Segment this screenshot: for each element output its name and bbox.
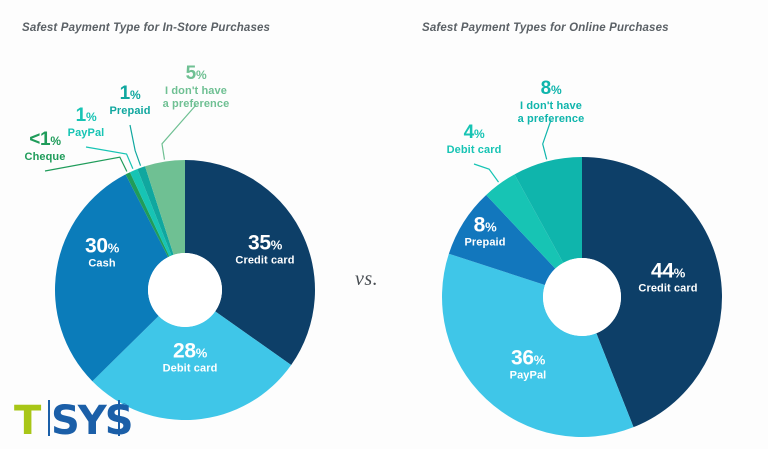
slice-name: Credit card [235, 254, 295, 267]
slice-percent: 8% [540, 78, 562, 99]
slice-name: Prepaid [109, 105, 151, 118]
logo-bracket-left [48, 400, 50, 436]
pie-slice-label: 4% Debit card [447, 122, 502, 157]
slice-percent: 30% [84, 234, 120, 258]
percent-sign: % [195, 345, 208, 361]
slice-name: I don't have a preference [162, 85, 230, 110]
logo-letter-t: T [14, 398, 41, 444]
percent-sign: % [550, 83, 562, 97]
pie-slice-label: 8% I don't have a preference [518, 78, 585, 125]
logo-bracket-right [118, 400, 120, 436]
chart-title-instore: Safest Payment Type for In-Store Purchas… [22, 22, 271, 34]
percent-sign: % [50, 134, 61, 148]
pie-slice[interactable] [137, 166, 174, 256]
slice-name: PayPal [67, 127, 105, 140]
slice-percent: 1% [75, 105, 97, 126]
pie-slice-label: 1% Prepaid [109, 83, 150, 118]
percent-sign: % [270, 237, 283, 253]
slice-name: Prepaid [464, 236, 506, 249]
pie-slice-label: 35% Credit card [235, 231, 295, 268]
percent-sign: % [107, 240, 120, 256]
slice-percent: 5% [185, 63, 207, 84]
label-leader-line [161, 104, 197, 160]
pie-slice[interactable] [145, 160, 185, 255]
pie-slice-label: 5% I don't have a preference [163, 63, 230, 110]
pie-slice[interactable] [129, 169, 172, 257]
percent-sign: % [673, 265, 686, 281]
slice-percent: 36% [510, 346, 546, 370]
percent-sign: % [195, 68, 207, 82]
pie-slice[interactable] [125, 172, 170, 258]
pie-slice-label: 28% Debit card [162, 339, 218, 376]
chart-title-online: Safest Payment Types for Online Purchase… [422, 22, 669, 34]
label-leader-line [473, 163, 500, 183]
label-leader-line [542, 119, 552, 160]
pie-slice-label: 8% Prepaid [464, 213, 506, 250]
pie-slice-label: 44% Credit card [638, 259, 698, 296]
donut-hole [148, 253, 222, 327]
slice-percent: 8% [473, 213, 497, 237]
slice-name: Debit card [446, 144, 502, 157]
percent-sign: % [485, 219, 497, 235]
percent-sign: % [473, 127, 485, 141]
pie-slice[interactable] [514, 157, 582, 263]
percent-sign: % [533, 352, 546, 368]
slice-name: I don't have a preference [517, 100, 585, 125]
slice-percent: <1% [29, 129, 61, 150]
pie-slice-label: <1% Cheque [25, 129, 66, 164]
slice-percent: 28% [172, 339, 208, 363]
pie-slice-label: 1% PayPal [68, 105, 105, 140]
vs-separator: vs. [355, 268, 379, 290]
slice-name: Credit card [638, 282, 698, 295]
pie-slice[interactable] [442, 253, 634, 437]
slice-percent: 35% [247, 231, 283, 255]
slice-percent: 44% [650, 259, 686, 283]
label-leader-line [129, 124, 142, 166]
slice-name: Debit card [162, 362, 218, 375]
percent-sign: % [129, 88, 141, 102]
tsys-logo: T SYS ® [14, 396, 134, 444]
slice-percent: 1% [119, 83, 141, 104]
percent-sign: % [85, 110, 97, 124]
pie-slice[interactable] [54, 174, 169, 382]
label-leader-line [85, 146, 134, 169]
slice-percent: 4% [463, 122, 485, 143]
donut-hole [543, 258, 621, 336]
slice-name: Cash [88, 257, 116, 270]
pie-slice-label: 30% Cash [84, 234, 120, 271]
pie-slice-label: 36% PayPal [509, 346, 547, 383]
slice-name: Cheque [24, 151, 66, 164]
slice-name: PayPal [509, 369, 547, 382]
logo-registered-mark: ® [121, 402, 128, 412]
